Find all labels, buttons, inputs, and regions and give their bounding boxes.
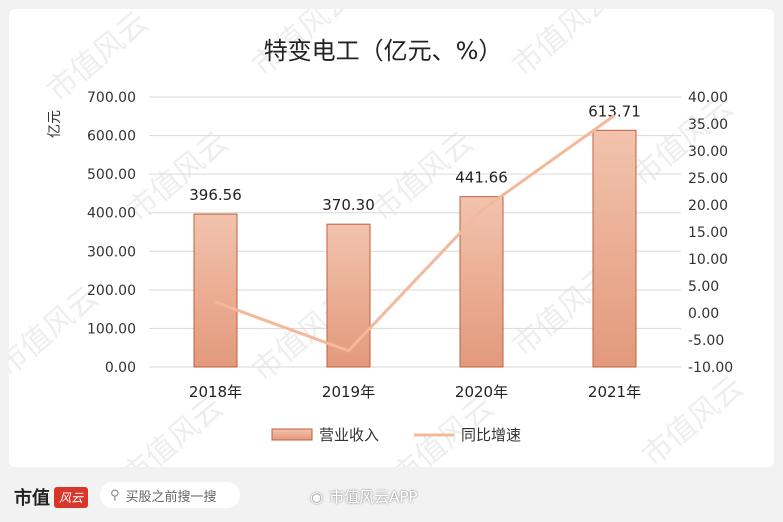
growth-line	[214, 114, 616, 353]
y-right-tick-label: 35.00	[688, 117, 728, 133]
x-tick-label: 2019年	[322, 383, 375, 401]
y-right-tick-label: 5.00	[688, 279, 719, 295]
y-right-tick-label: 25.00	[688, 171, 728, 187]
watermark-text: 市值风云	[506, 9, 620, 84]
y-right-tick-label: 15.00	[688, 225, 728, 241]
brand-logo[interactable]: 市值 风云	[14, 484, 89, 510]
brand-logo-mark: 风云	[54, 486, 89, 508]
weibo-label: 市值风云APP	[329, 488, 418, 506]
y-right-tick-label: 30.00	[688, 144, 728, 160]
y-left-tick-label: 400.00	[87, 206, 136, 222]
legend-line-label: 同比增速	[461, 426, 521, 444]
y-right-tick-label: -10.00	[688, 360, 733, 376]
x-tick-label: 2018年	[189, 383, 242, 401]
brand-name: 市值	[14, 488, 50, 509]
y-right-tick-label: -5.00	[688, 333, 724, 349]
bar	[459, 196, 504, 368]
y-right-tick-label: 0.00	[688, 306, 719, 322]
y-left-tick-label: 100.00	[87, 321, 136, 337]
legend-bar-label: 营业收入	[319, 426, 379, 444]
y-right-tick-label: 10.00	[688, 252, 728, 268]
bar-value-label: 396.56	[189, 186, 242, 204]
watermark-text: 市值风云	[636, 370, 750, 467]
search-placeholder: 买股之前搜一搜	[125, 489, 217, 505]
weibo-icon: ◉	[310, 487, 324, 506]
footer: 市值 风云 ⚲ 买股之前搜一搜 ◉ 市值风云APP	[0, 470, 783, 522]
search-box[interactable]: ⚲ 买股之前搜一搜	[100, 482, 240, 508]
bar	[193, 213, 238, 368]
bar-value-label: 441.66	[455, 169, 508, 187]
chart-card: 市值风云 市值风云 市值风云 市值风云 市值风云 市值风云 市值风云 市值风云 市值风云 市值风云…	[9, 9, 774, 467]
bar	[326, 223, 371, 368]
y-right-tick-label: 40.00	[688, 90, 728, 106]
chart-title: 特变电工（亿元、%）	[264, 37, 503, 65]
y-left-tick-label: 500.00	[87, 167, 136, 183]
y-left-tick-label: 0.00	[105, 360, 136, 376]
y-left-tick-label: 600.00	[87, 129, 136, 145]
x-tick-label: 2020年	[455, 383, 508, 401]
bar-value-label: 370.30	[322, 196, 375, 214]
y-left-tick-label: 200.00	[87, 283, 136, 299]
y-axis-left-label: 亿元	[47, 110, 63, 138]
legend-bar-swatch	[271, 428, 313, 441]
y-left-tick-label: 300.00	[87, 244, 136, 260]
y-left-tick-label: 700.00	[87, 90, 136, 106]
weibo-handle[interactable]: ◉ 市值风云APP	[310, 486, 417, 507]
search-icon: ⚲	[110, 487, 120, 503]
bar	[592, 129, 637, 368]
watermark-text: 市值风云	[116, 390, 230, 467]
bar-value-label: 613.71	[588, 102, 641, 120]
x-tick-label: 2021年	[588, 383, 641, 401]
y-right-tick-label: 20.00	[688, 198, 728, 214]
